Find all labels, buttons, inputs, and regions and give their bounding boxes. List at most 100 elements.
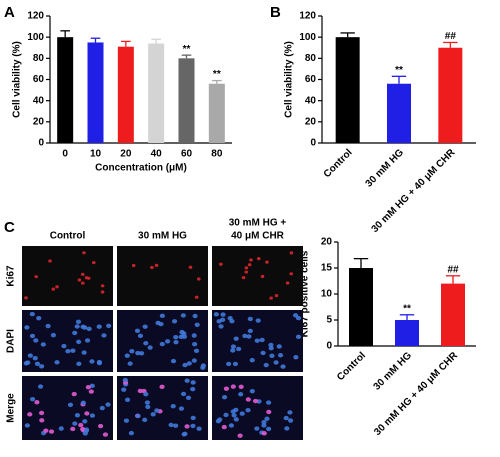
cell-nucleus bbox=[70, 348, 76, 353]
cell-nucleus bbox=[245, 397, 251, 402]
cell-nucleus bbox=[70, 426, 76, 432]
cell-nucleus bbox=[147, 345, 153, 350]
cell-nucleus bbox=[287, 410, 293, 415]
cell-nucleus bbox=[74, 324, 80, 329]
x-tick-label: 60 bbox=[181, 149, 193, 160]
cell-nucleus bbox=[285, 281, 290, 285]
cell-nucleus bbox=[34, 400, 40, 405]
column-label: 30 mM HG bbox=[138, 231, 187, 242]
y-tick-label: 100 bbox=[299, 32, 316, 43]
cell-nucleus bbox=[260, 350, 266, 356]
x-tick-label: 30 mM HG + 40 μM CHR bbox=[372, 350, 460, 438]
cell-nucleus bbox=[81, 281, 85, 285]
cell-nucleus bbox=[192, 313, 198, 319]
micrograph bbox=[117, 246, 208, 306]
cell-nucleus bbox=[34, 361, 41, 366]
cell-nucleus bbox=[124, 397, 131, 403]
y-tick-label: 0 bbox=[326, 341, 332, 352]
cell-nucleus bbox=[145, 404, 151, 410]
cell-nucleus bbox=[154, 263, 159, 267]
cell-nucleus bbox=[137, 388, 143, 394]
cell-nucleus bbox=[24, 423, 30, 428]
y-tick-label: 15 bbox=[321, 263, 333, 274]
significance-label: ** bbox=[403, 303, 411, 314]
x-tick-label: Control bbox=[322, 147, 355, 180]
cell-nucleus bbox=[221, 395, 228, 400]
cell-nucleus bbox=[96, 360, 103, 366]
cell-nucleus bbox=[252, 398, 259, 404]
cell-nucleus bbox=[178, 334, 184, 340]
column-label: Control bbox=[50, 231, 86, 242]
cell-nucleus bbox=[134, 328, 141, 334]
bar bbox=[438, 47, 463, 143]
cell-nucleus bbox=[194, 295, 199, 299]
cell-nucleus bbox=[39, 418, 45, 423]
x-tick-label: 0 bbox=[62, 149, 68, 160]
cell-nucleus bbox=[247, 328, 253, 334]
cell-nucleus bbox=[266, 426, 272, 432]
cell-nucleus bbox=[135, 350, 141, 356]
cell-nucleus bbox=[100, 290, 105, 294]
cell-nucleus bbox=[249, 388, 255, 394]
cell-nucleus bbox=[181, 331, 187, 336]
cell-nucleus bbox=[249, 258, 253, 262]
cell-nucleus bbox=[101, 333, 107, 338]
cell-nucleus bbox=[100, 284, 105, 288]
cell-nucleus bbox=[25, 360, 31, 365]
cell-nucleus bbox=[190, 415, 196, 421]
cell-nucleus bbox=[80, 400, 86, 405]
cell-nucleus bbox=[27, 353, 33, 358]
significance-label: ** bbox=[395, 65, 403, 76]
y-tick-label: 60 bbox=[33, 74, 45, 85]
bar bbox=[208, 83, 225, 143]
cell-nucleus bbox=[192, 341, 198, 347]
cell-nucleus bbox=[268, 342, 274, 348]
cell-nucleus bbox=[269, 353, 275, 359]
y-tick-label: 0 bbox=[310, 138, 316, 149]
cell-nucleus bbox=[82, 251, 86, 255]
y-tick-label: 80 bbox=[33, 53, 45, 64]
cell-nucleus bbox=[227, 316, 233, 321]
cell-nucleus bbox=[155, 320, 161, 326]
cell-nucleus bbox=[193, 348, 200, 353]
y-tick-label: 60 bbox=[305, 74, 317, 85]
cell-nucleus bbox=[45, 323, 51, 329]
significance-label: ** bbox=[213, 69, 221, 80]
y-axis-label: Cell viability (%) bbox=[284, 41, 295, 118]
cell-nucleus bbox=[188, 265, 193, 269]
row-label: Ki67 bbox=[6, 265, 17, 287]
cell-nucleus bbox=[98, 423, 104, 429]
cell-nucleus bbox=[273, 360, 279, 365]
row-label: Merge bbox=[6, 393, 17, 423]
cell-nucleus bbox=[231, 413, 237, 418]
cell-nucleus bbox=[170, 404, 176, 409]
cell-nucleus bbox=[265, 260, 269, 264]
cell-nucleus bbox=[159, 313, 165, 318]
cell-nucleus bbox=[238, 384, 244, 390]
cell-nucleus bbox=[256, 257, 261, 261]
cell-nucleus bbox=[85, 384, 91, 390]
cell-nucleus bbox=[223, 412, 229, 418]
bar bbox=[387, 83, 411, 143]
x-tick-label: 40 bbox=[151, 149, 163, 160]
bar bbox=[395, 320, 419, 346]
cell-nucleus bbox=[127, 361, 133, 366]
cell-nucleus bbox=[181, 432, 187, 437]
cell-nucleus bbox=[77, 278, 82, 282]
cell-nucleus bbox=[142, 324, 148, 329]
cell-nucleus bbox=[150, 265, 154, 270]
x-tick-label: 30 mM HG + 40 μM CHR bbox=[370, 147, 458, 235]
y-tick-label: 10 bbox=[321, 289, 333, 300]
cell-nucleus bbox=[78, 422, 84, 428]
significance-label: ** bbox=[183, 44, 191, 55]
cell-nucleus bbox=[246, 334, 252, 339]
cell-nucleus bbox=[259, 337, 265, 343]
cell-nucleus bbox=[173, 339, 179, 345]
cell-nucleus bbox=[293, 355, 299, 360]
significance-label: ## bbox=[445, 31, 457, 42]
cell-nucleus bbox=[58, 426, 64, 431]
bar bbox=[87, 42, 104, 144]
cell-nucleus bbox=[159, 384, 165, 390]
cell-nucleus bbox=[245, 407, 251, 413]
cell-nucleus bbox=[191, 333, 197, 338]
